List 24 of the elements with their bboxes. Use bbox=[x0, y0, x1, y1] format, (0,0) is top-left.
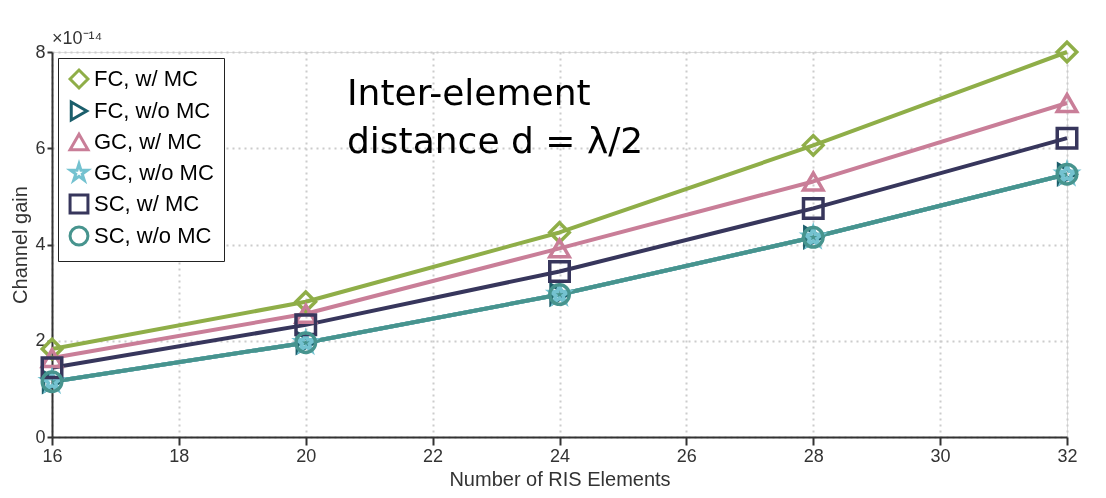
legend-label: FC, w/ MC bbox=[94, 66, 198, 91]
x-tick-label: 30 bbox=[930, 445, 951, 466]
legend-label: GC, w/ MC bbox=[94, 129, 202, 154]
x-tick-label: 22 bbox=[423, 445, 444, 466]
legend-label: SC, w/o MC bbox=[94, 223, 212, 248]
y-tick-label: 8 bbox=[35, 41, 46, 62]
x-tick-label: 24 bbox=[549, 445, 571, 466]
x-tick-label: 26 bbox=[676, 445, 697, 466]
x-tick-label: 16 bbox=[42, 445, 63, 466]
x-tick-label: 32 bbox=[1057, 445, 1078, 466]
x-tick-label: 20 bbox=[296, 445, 317, 466]
y-tick-label: 0 bbox=[35, 426, 46, 447]
text: ×10⁻¹⁴ bbox=[52, 28, 103, 48]
y-axis-title: Channel gain bbox=[9, 186, 32, 304]
annotation: Inter-element distance d = λ/2 bbox=[347, 72, 644, 161]
y-tick-label: 4 bbox=[35, 234, 46, 254]
legend-label: FC, w/o MC bbox=[94, 98, 211, 123]
y-tick-label: 6 bbox=[35, 137, 46, 158]
y-tick-label: 2 bbox=[35, 330, 46, 351]
legend-label: GC, w/o MC bbox=[94, 160, 214, 185]
x-tick-label: 18 bbox=[169, 445, 190, 466]
x-tick-label: 28 bbox=[803, 445, 824, 466]
x-axis-title: Number of RIS Elements bbox=[449, 467, 671, 490]
legend-label: SC, w/ MC bbox=[94, 191, 200, 216]
